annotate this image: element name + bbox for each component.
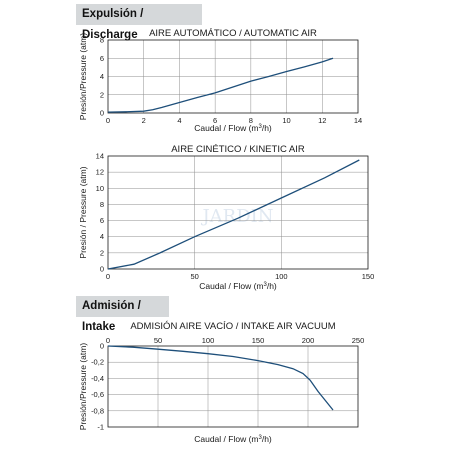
y-tick-label: 0 <box>100 109 104 118</box>
y-tick-label: -0,6 <box>91 390 104 399</box>
x-tick-label: 14 <box>354 116 362 125</box>
y-tick-label: 14 <box>96 152 104 161</box>
y-axis-label: Presión/Pressure (atm) <box>78 33 88 121</box>
plot-frame <box>107 155 369 270</box>
x-tick-label: 8 <box>249 116 253 125</box>
chart-2: AIRE CINÉTICO / KINETIC AIR 0 50 100 150 0 2 4 6… <box>78 144 374 291</box>
x-tick-label: 100 <box>275 272 288 281</box>
y-tick-label: -1 <box>97 423 104 432</box>
x-tick-label: 6 <box>213 116 217 125</box>
x-tick-label: 2 <box>142 116 146 125</box>
y-tick-label: -0,8 <box>91 406 104 415</box>
y-tick-label: -0,4 <box>91 374 104 383</box>
intake-section-header: Admisión / Intake <box>76 296 169 333</box>
x-tick-label: 4 <box>177 116 181 125</box>
watermark-text: JARDIN <box>200 206 273 227</box>
y-tick-label: 12 <box>96 168 104 177</box>
y-tick-label: 0 <box>100 342 104 351</box>
x-tick-label: 200 <box>302 336 315 345</box>
plot-frame <box>107 39 359 114</box>
y-tick-label: 6 <box>100 54 104 63</box>
y-tick-label: 6 <box>100 216 104 225</box>
series-line <box>107 159 360 270</box>
plot-frame <box>107 345 359 428</box>
y-axis-label: Presión / Pressure (atm) <box>78 166 88 258</box>
x-tick-label: 0 <box>106 116 110 125</box>
chart-title: AIRE AUTOMÁTICO / AUTOMATIC AIR <box>149 28 317 39</box>
chart-1: AIRE AUTOMÁTICO / AUTOMATIC AIR 0 2 4 6 8 10 12… <box>78 28 362 133</box>
y-axis-label: Presión/Pressure (atm) <box>78 343 88 431</box>
x-tick-label: 0 <box>106 336 110 345</box>
x-axis-label: Caudal / Flow (m3/h) <box>194 123 272 133</box>
x-tick-label: 150 <box>362 272 375 281</box>
x-tick-label: 0 <box>106 272 110 281</box>
series-line <box>107 345 334 411</box>
y-tick-label: 2 <box>100 248 104 257</box>
chart-title: ADMISIÓN AIRE VACÍO / INTAKE AIR VACUUM <box>130 321 335 332</box>
chart-3: ADMISIÓN AIRE VACÍO / INTAKE AIR VACUUM 0… <box>78 321 364 444</box>
y-tick-label: 10 <box>96 184 104 193</box>
x-tick-label: 150 <box>252 336 265 345</box>
y-tick-label: 4 <box>100 232 104 241</box>
x-tick-label: 12 <box>318 116 326 125</box>
y-tick-label: -0,2 <box>91 358 104 367</box>
y-tick-label: 0 <box>100 265 104 274</box>
y-tick-label: 2 <box>100 90 104 99</box>
x-axis-label: Caudal / Flow (m3/h) <box>194 434 272 444</box>
x-tick-label: 100 <box>202 336 215 345</box>
chart-title: AIRE CINÉTICO / KINETIC AIR <box>171 144 305 155</box>
x-axis-label: Caudal / Flow (m3/h) <box>199 281 277 291</box>
y-tick-label: 8 <box>100 200 104 209</box>
x-tick-label: 250 <box>352 336 365 345</box>
y-tick-label: 4 <box>100 72 104 81</box>
discharge-section-header: Expulsión / Discharge <box>76 4 202 41</box>
x-tick-label: 50 <box>190 272 198 281</box>
x-tick-label: 10 <box>282 116 290 125</box>
y-tick-label: 8 <box>100 36 104 45</box>
series-line <box>107 57 334 113</box>
x-tick-label: 50 <box>154 336 162 345</box>
